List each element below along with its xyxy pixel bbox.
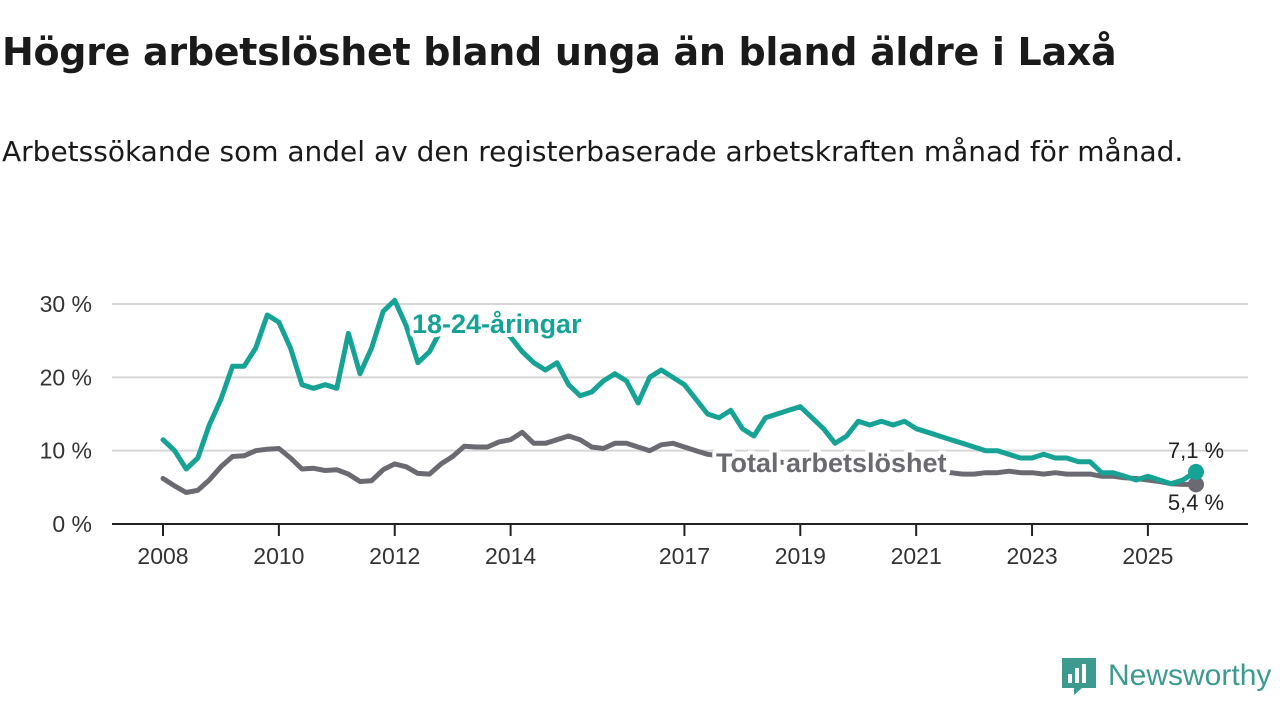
newsworthy-logo-icon (1062, 658, 1096, 695)
page-title: Högre arbetslöshet bland unga än bland ä… (2, 30, 1117, 74)
x-axis-ticks: 2008 2010 2012 2014 2017 2019 2021 2023 2025 (137, 524, 1173, 569)
series-end-point-0 (1188, 463, 1204, 480)
series-end-point-1 (1188, 476, 1204, 493)
x-tick-label: 2012 (369, 543, 420, 569)
end-label-total: 5,4 % (1168, 490, 1224, 515)
x-tick-label: 2021 (891, 543, 942, 569)
end-label-youth: 7,1 % (1168, 438, 1224, 463)
x-tick-label: 2010 (253, 543, 304, 569)
x-tick-label: 2014 (485, 543, 536, 569)
series-line-1 (160, 429, 1199, 495)
series-label-total: Total arbetslöshet (716, 448, 947, 478)
x-tick-label: 2017 (659, 543, 710, 569)
series-label-youth: 18-24-åringar (412, 309, 582, 339)
series-line-0 (160, 297, 1199, 487)
page-subtitle: Arbetssökande som andel av den registerb… (2, 135, 1184, 168)
x-tick-label: 2025 (1122, 543, 1173, 569)
y-axis-ticks: 0 % 10 % 20 % 30 % (40, 291, 92, 537)
y-tick-label: 0 % (52, 511, 92, 537)
y-tick-label: 20 % (40, 364, 92, 390)
x-tick-label: 2023 (1006, 543, 1057, 569)
x-tick-label: 2019 (775, 543, 826, 569)
brand-name: Newsworthy (1108, 659, 1272, 692)
series-labels: 18-24-åringar Total arbetslöshet 7,1 % 5,4 … (408, 305, 1224, 515)
y-tick-label: 30 % (40, 291, 92, 317)
x-tick-label: 2008 (137, 543, 188, 569)
y-tick-label: 10 % (40, 438, 92, 464)
brand: Newsworthy (1060, 656, 1271, 696)
series-lines (160, 297, 1204, 495)
